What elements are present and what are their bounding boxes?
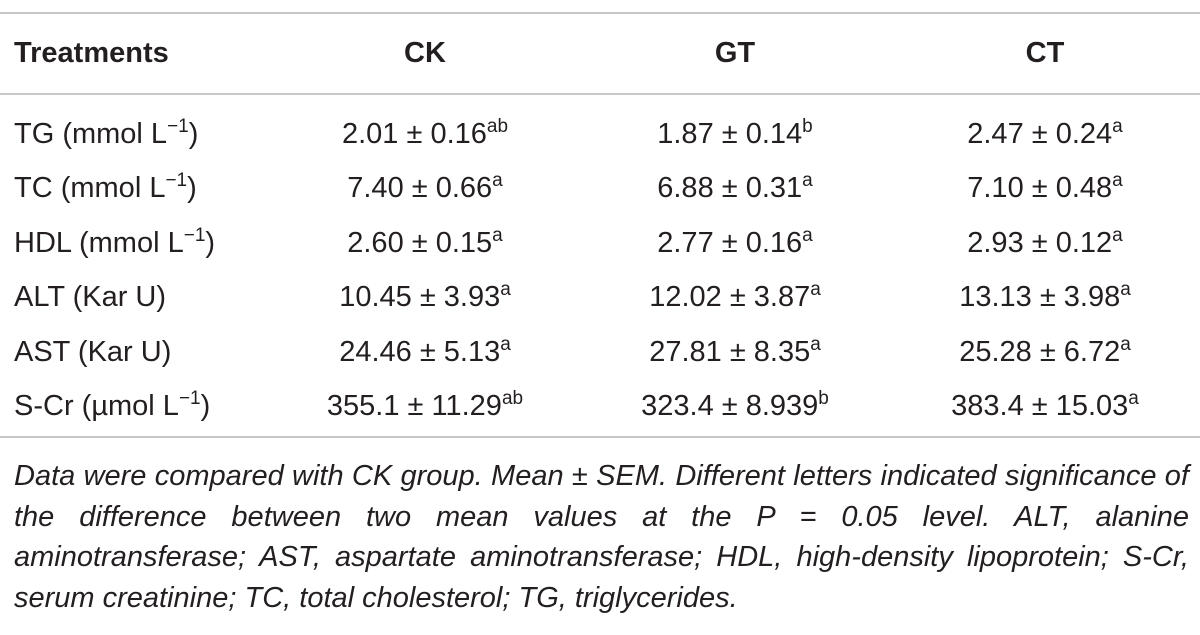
cell-ct: 7.10 ± 0.48a (967, 170, 1123, 205)
cell-ct: 25.28 ± 6.72a (959, 333, 1131, 368)
header-gt: GT (714, 37, 756, 69)
cell-gt: 27.81 ± 8.35a (649, 333, 821, 368)
row-label: AST (Kar U) (14, 335, 172, 368)
cell-ct: 383.4 ± 15.03a (951, 388, 1139, 423)
row-label: HDL (mmol L−1) (14, 224, 216, 259)
table-footnote: Data were compared with CK group. Mean ±… (14, 460, 1189, 614)
bottom-rule (0, 436, 1200, 438)
cell-ct: 13.13 ± 3.98a (959, 279, 1131, 314)
row-label: TC (mmol L−1) (14, 170, 197, 205)
cell-ck: 10.45 ± 3.93a (339, 279, 511, 314)
data-table: Treatments CK GT CT TG (mmol L−1) 2.01 ±… (0, 14, 1200, 434)
row-label: TG (mmol L−1) (14, 115, 199, 150)
cell-ck: 7.40 ± 0.66a (347, 170, 503, 205)
header-ct: CT (1025, 37, 1065, 69)
cell-ct: 2.47 ± 0.24a (967, 115, 1123, 150)
table-row-ast: AST (Kar U) 24.46 ± 5.13a 27.81 ± 8.35a … (0, 325, 1200, 380)
table-row-tc: TC (mmol L−1) 7.40 ± 0.66a 6.88 ± 0.31a … (0, 162, 1200, 217)
table-row-hdl: HDL (mmol L−1) 2.60 ± 0.15a 2.77 ± 0.16a… (0, 216, 1200, 271)
cell-ck: 2.60 ± 0.15a (347, 224, 503, 259)
cell-ck: 2.01 ± 0.16ab (341, 115, 509, 150)
cell-gt: 1.87 ± 0.14b (657, 115, 813, 150)
row-label: ALT (Kar U) (14, 281, 167, 314)
cell-gt: 6.88 ± 0.31a (657, 170, 813, 205)
header-row: Treatments CK GT CT (0, 14, 1200, 93)
cell-gt: 2.77 ± 0.16a (657, 224, 813, 259)
cell-ck: 355.1 ± 11.29ab (326, 388, 524, 423)
cell-ck: 24.46 ± 5.13a (339, 333, 511, 368)
row-label: S-Cr (µmol L−1) (14, 388, 211, 423)
header-rule (0, 93, 1200, 95)
cell-gt: 12.02 ± 3.87a (649, 279, 821, 314)
table-row-tg: TG (mmol L−1) 2.01 ± 0.16ab 1.87 ± 0.14b… (0, 107, 1200, 162)
cell-ct: 2.93 ± 0.12a (967, 224, 1123, 259)
cell-gt: 323.4 ± 8.939b (641, 388, 829, 423)
header-ck: CK (404, 37, 446, 69)
table-row-alt: ALT (Kar U) 10.45 ± 3.93a 12.02 ± 3.87a … (0, 271, 1200, 326)
top-rule (0, 12, 1200, 14)
header-treatments: Treatments (14, 37, 169, 69)
table-row-scr: S-Cr (µmol L−1) 355.1 ± 11.29ab 323.4 ± … (0, 380, 1200, 435)
